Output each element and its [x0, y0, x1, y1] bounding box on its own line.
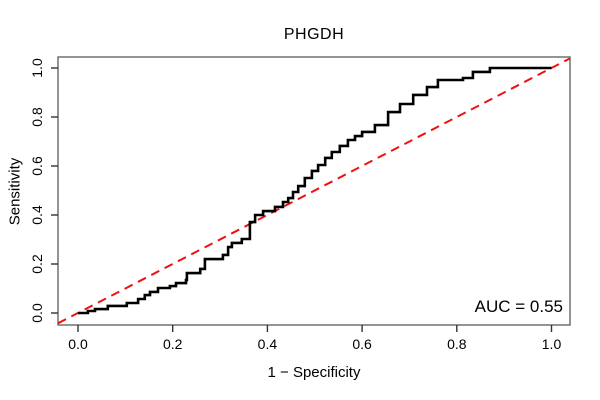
y-tick-label: 0.6 — [29, 156, 45, 176]
roc-curve-line — [78, 66, 552, 315]
x-tick-label: 0.4 — [258, 336, 278, 352]
x-axis-label: 1 − Specificity — [267, 364, 361, 381]
x-axis-tick-labels: 0.0 0.2 0.4 0.6 0.8 1.0 — [68, 336, 561, 352]
y-tick-label: 0.0 — [29, 303, 45, 323]
y-tick-label: 0.2 — [29, 254, 45, 274]
x-tick-label: 1.0 — [542, 336, 562, 352]
x-tick-label: 0.8 — [447, 336, 467, 352]
plot-box — [57, 56, 571, 326]
x-axis-ticks — [77, 325, 553, 332]
auc-annotation: AUC = 0.55 — [474, 297, 563, 316]
y-axis-ticks — [51, 67, 58, 314]
x-tick-label: 0.2 — [163, 336, 183, 352]
reference-diagonal-line — [57, 57, 571, 325]
x-tick-label: 0.0 — [68, 336, 88, 352]
y-tick-label: 1.0 — [29, 58, 45, 78]
x-tick-label: 0.6 — [352, 336, 372, 352]
y-tick-label: 0.8 — [29, 107, 45, 127]
y-tick-label: 0.4 — [29, 205, 45, 225]
y-axis-tick-labels: 0.0 0.2 0.4 0.6 0.8 1.0 — [29, 58, 45, 323]
chart-title: PHGDH — [283, 26, 345, 43]
